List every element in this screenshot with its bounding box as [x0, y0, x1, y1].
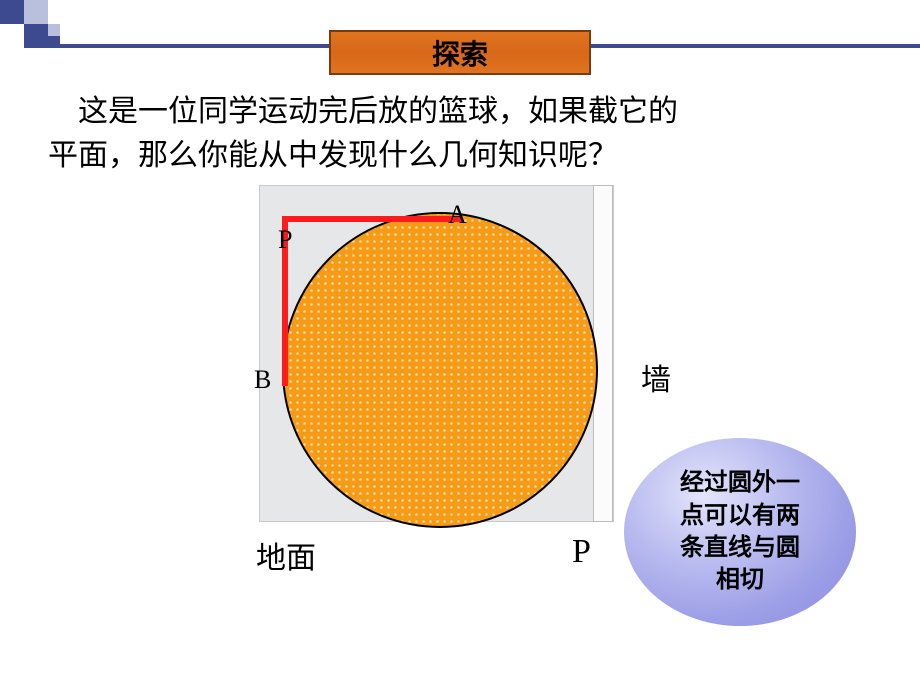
- callout-bubble: 经过圆外一点可以有两条直线与圆相切: [624, 438, 856, 626]
- callout-text: 经过圆外一点可以有两条直线与圆相切: [680, 467, 800, 597]
- point-label-p2: P: [572, 533, 591, 571]
- tangent-horizontal: [282, 216, 462, 222]
- point-label-b: B: [254, 365, 271, 395]
- wall-label: 墙: [641, 355, 671, 399]
- point-label-p: P: [278, 225, 292, 255]
- point-label-a: A: [448, 200, 467, 230]
- ground-label: 地面: [256, 533, 316, 577]
